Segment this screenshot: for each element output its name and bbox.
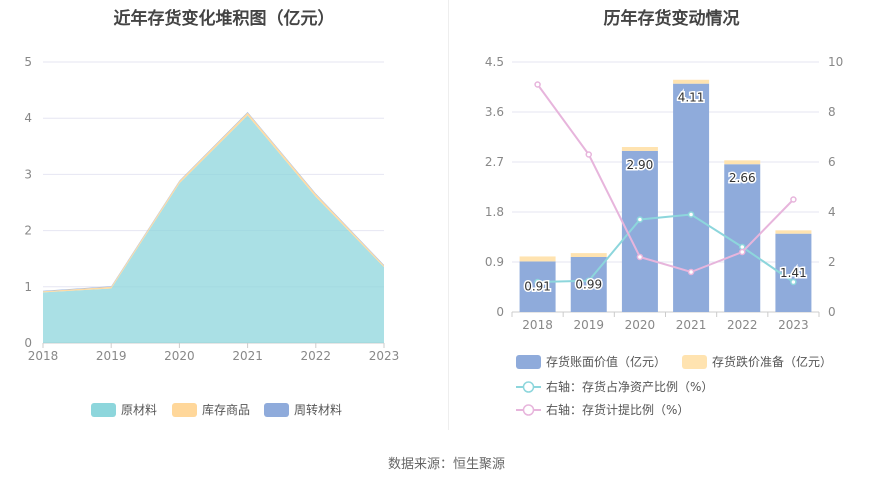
right-y-tick-label: 3.6 (485, 105, 504, 119)
left-x-tick-label: 2020 (164, 349, 195, 363)
left-y-tick-label: 0 (24, 336, 32, 350)
right-y2-tick-label: 4 (828, 205, 836, 219)
right-legend-label: 存货账面价值（亿元） (546, 354, 666, 369)
data-source-label: 数据来源：恒生聚源 (387, 457, 505, 472)
left-x-tick-label: 2022 (301, 349, 332, 363)
right-y-tick-label: 0 (496, 305, 504, 319)
right-y2-tick-label: 6 (828, 155, 836, 169)
left-y-tick-label: 4 (24, 111, 32, 125)
right-legend-marker (522, 381, 535, 393)
bar-series-2 (775, 230, 812, 234)
right-legend-swatch (682, 355, 707, 369)
right-x-tick-label: 2021 (676, 318, 707, 332)
line-series-1 (537, 213, 794, 283)
line-point (790, 196, 797, 203)
left-y-tick-label: 5 (24, 55, 32, 69)
line-point (534, 81, 541, 88)
area-series-2 (43, 112, 384, 293)
right-x-tick-label: 2023 (778, 318, 809, 332)
left-y-tick-label: 3 (24, 167, 32, 181)
bar-value-label: 2.66 (729, 171, 756, 185)
right-x-tick-label: 2018 (522, 318, 553, 332)
right-legend-label: 右轴：存货占净资产比例（%） (546, 379, 713, 394)
bar-value-label: 4.11 (678, 91, 705, 105)
bar-series-2 (724, 160, 761, 165)
right-y2-tick-label: 8 (828, 105, 836, 119)
line-series-2 (536, 83, 795, 274)
left-y-tick-label: 2 (24, 224, 32, 238)
bar-value-label: 1.41 (780, 266, 807, 280)
right-legend-label: 存货跌价准备（亿元） (712, 354, 832, 369)
bar-series-1 (673, 83, 710, 313)
left-x-tick-label: 2023 (369, 349, 400, 363)
right-legend-marker (522, 404, 535, 416)
left-x-tick-label: 2019 (96, 349, 127, 363)
left-legend-label: 周转材料 (294, 402, 342, 417)
bar-series-2 (519, 256, 556, 262)
chart-divider (448, 0, 449, 430)
left-legend-label: 库存商品 (202, 402, 250, 417)
area-series-1 (43, 115, 384, 343)
left-x-tick-label: 2018 (28, 349, 59, 363)
bar-series-1 (519, 261, 556, 312)
right-y2-tick-label: 10 (828, 55, 843, 69)
left-legend-swatch (91, 403, 116, 417)
left-legend-swatch (172, 403, 197, 417)
left-y-tick-label: 1 (24, 280, 32, 294)
line-point (585, 151, 592, 158)
bar-value-label: 0.99 (575, 278, 602, 292)
line-point (534, 278, 541, 286)
right-chart-title: 历年存货变动情况 (603, 9, 740, 29)
bar-value-label: 0.91 (524, 280, 551, 294)
line-point (687, 268, 695, 276)
right-y-tick-label: 4.5 (485, 55, 504, 69)
line-point (687, 211, 695, 218)
left-legend-label: 原材料 (121, 403, 157, 417)
left-chart-title: 近年存货变化堆积图（亿元） (113, 9, 335, 29)
bar-value-label: 2.90 (627, 158, 654, 172)
right-y-tick-label: 1.8 (485, 205, 504, 219)
left-legend-swatch (264, 403, 289, 417)
left-x-tick-label: 2021 (232, 349, 263, 363)
right-y-tick-label: 2.7 (485, 155, 504, 169)
line-point (636, 216, 644, 223)
line-point (585, 277, 592, 284)
bar-series-2 (673, 79, 710, 84)
right-y-tick-label: 0.9 (485, 255, 504, 269)
bar-series-2 (570, 253, 607, 257)
right-y2-tick-label: 2 (828, 255, 836, 269)
line-point (739, 248, 746, 256)
right-legend-swatch (516, 355, 541, 369)
right-x-tick-label: 2022 (727, 318, 758, 332)
right-y2-tick-label: 0 (828, 305, 836, 319)
line-point (790, 278, 797, 286)
right-x-tick-label: 2019 (573, 318, 604, 332)
right-legend-label: 右轴：存货计提比例（%） (546, 402, 689, 417)
bar-series-2 (621, 147, 658, 151)
right-x-tick-label: 2020 (625, 318, 656, 332)
bar-series-1 (724, 164, 761, 312)
line-point (636, 253, 644, 261)
